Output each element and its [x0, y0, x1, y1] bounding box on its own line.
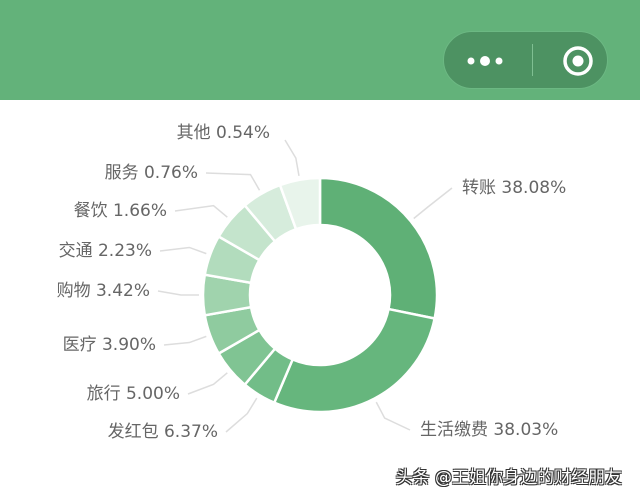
- slice-label-9: 其他 0.54%: [177, 123, 270, 143]
- slice-label-2: 发红包 6.37%: [108, 422, 218, 442]
- leader-line-2: [225, 397, 258, 433]
- target-circle-icon: [563, 46, 593, 76]
- leader-line-1: [375, 401, 411, 431]
- leader-line-6: [159, 246, 207, 255]
- slice-label-8: 服务 0.76%: [105, 163, 198, 183]
- slice-label-5: 购物 3.42%: [57, 281, 150, 301]
- capsule-menu: [443, 31, 608, 89]
- slice-label-3: 旅行 5.00%: [87, 384, 180, 404]
- leader-line-4: [163, 335, 207, 346]
- watermark: 头条 @王姐你身边的财经朋友: [395, 468, 622, 488]
- close-button[interactable]: [533, 32, 609, 90]
- leader-line-7: [174, 204, 228, 218]
- slice-1[interactable]: [272, 307, 437, 414]
- more-button[interactable]: [444, 32, 532, 90]
- slice-label-6: 交通 2.23%: [59, 241, 152, 261]
- more-dots-icon: [467, 56, 503, 66]
- slice-label-4: 医疗 3.90%: [63, 335, 156, 355]
- leader-line-0: [413, 187, 453, 220]
- slice-label-7: 餐饮 1.66%: [74, 201, 167, 221]
- slice-label-1: 生活缴费 38.03%: [420, 420, 558, 440]
- capsule-divider: [532, 44, 533, 76]
- donut-chart: 转账 38.08% 生活缴费 38.03% 发红包 6.37% 旅行 5.00% 医疗 …: [57, 123, 567, 442]
- leader-line-3: [187, 372, 228, 395]
- slice-0[interactable]: [318, 176, 439, 320]
- slice-9[interactable]: [278, 176, 322, 231]
- leader-line-5: [157, 290, 199, 296]
- slice-label-0: 转账 38.08%: [462, 178, 566, 198]
- mini-program-header: [0, 0, 640, 100]
- leader-line-8: [205, 172, 261, 191]
- leader-line-9: [284, 139, 300, 176]
